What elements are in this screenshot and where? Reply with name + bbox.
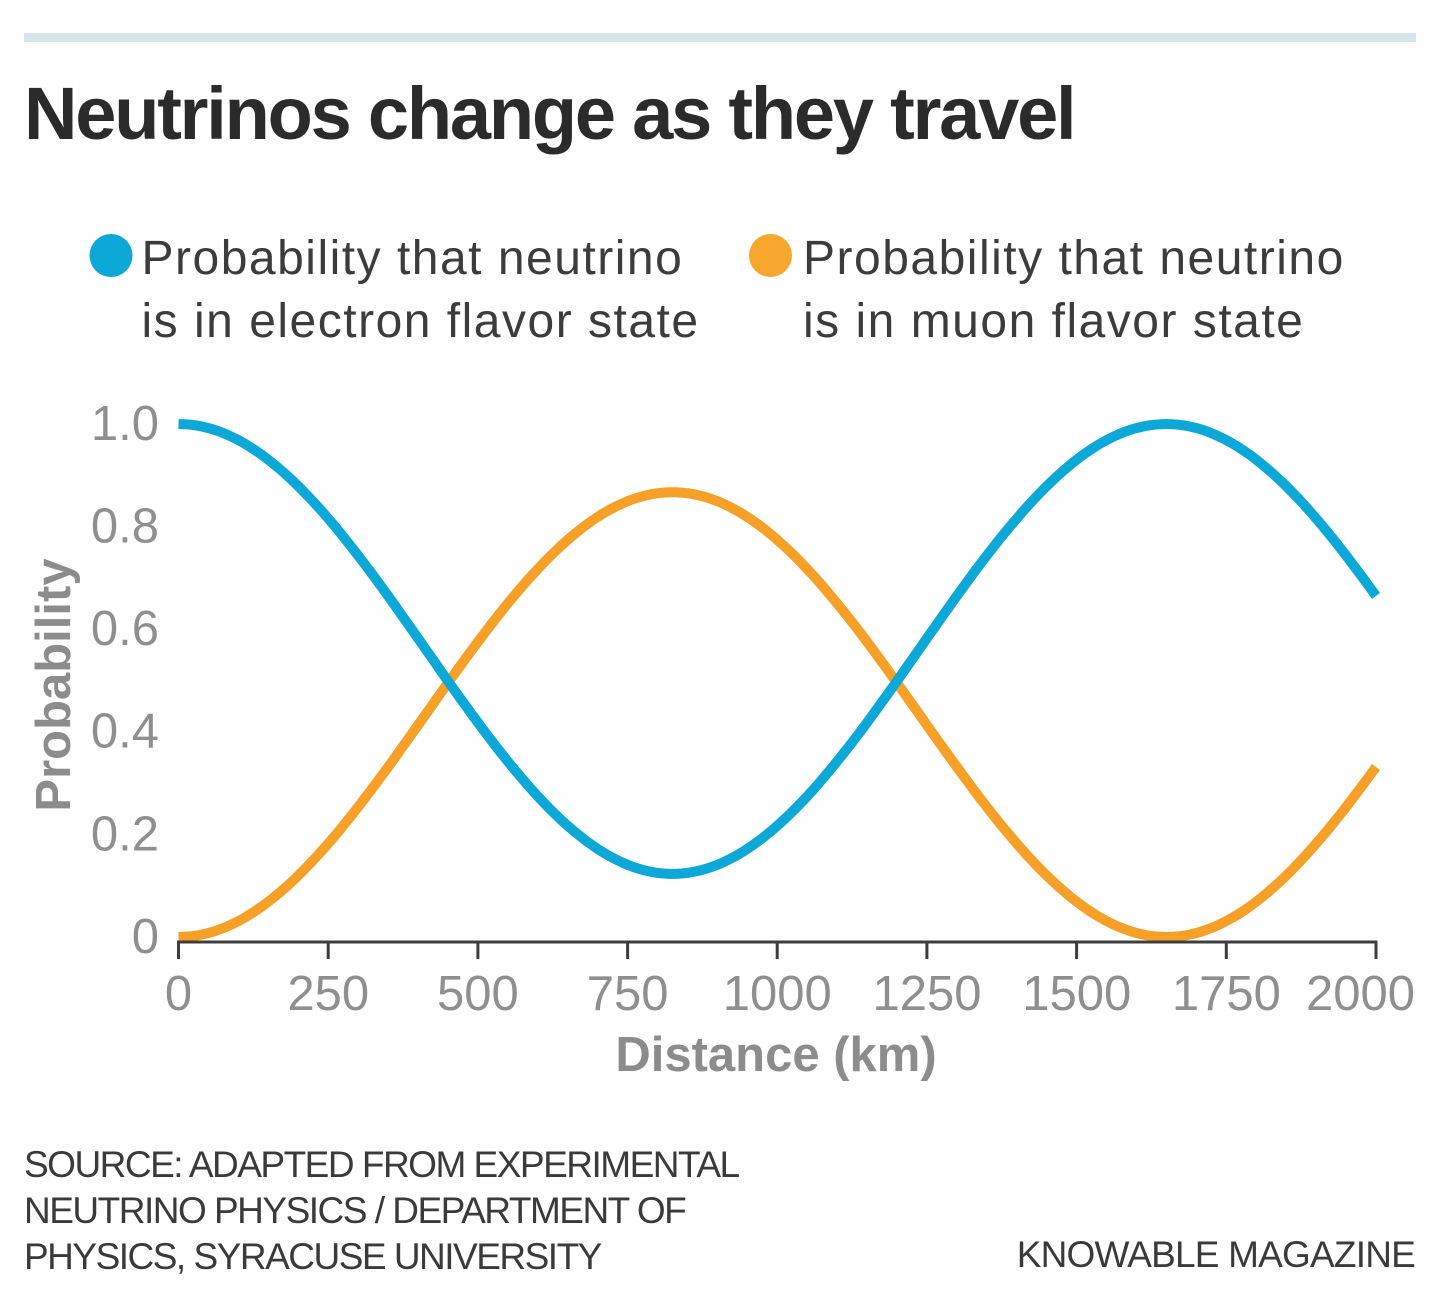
svg-text:Distance (km): Distance (km) <box>615 1028 936 1082</box>
svg-text:1500: 1500 <box>1022 967 1131 1021</box>
svg-text:NEUTRINO PHYSICS / DEPARTMENT: NEUTRINO PHYSICS / DEPARTMENT OF <box>24 1190 686 1231</box>
svg-text:1.0: 1.0 <box>91 397 159 451</box>
svg-text:0.2: 0.2 <box>91 807 159 861</box>
svg-text:KNOWABLE MAGAZINE: KNOWABLE MAGAZINE <box>1017 1234 1415 1275</box>
svg-text:PHYSICS, SYRACUSE UNIVERSITY: PHYSICS, SYRACUSE UNIVERSITY <box>24 1236 602 1277</box>
svg-text:250: 250 <box>287 967 369 1021</box>
svg-text:2000: 2000 <box>1306 967 1415 1021</box>
svg-text:Neutrinos change as they trave: Neutrinos change as they travel <box>24 72 1074 155</box>
svg-text:SOURCE: ADAPTED FROM EXPERIMEN: SOURCE: ADAPTED FROM EXPERIMENTAL <box>24 1144 740 1185</box>
svg-text:is in electron flavor state: is in electron flavor state <box>142 295 700 348</box>
svg-text:Probability that neutrino: Probability that neutrino <box>803 232 1345 285</box>
svg-text:0.8: 0.8 <box>91 500 159 554</box>
svg-text:Probability: Probability <box>27 558 81 811</box>
svg-text:1750: 1750 <box>1172 967 1281 1021</box>
svg-text:1250: 1250 <box>872 967 981 1021</box>
svg-text:1000: 1000 <box>723 967 832 1021</box>
svg-text:500: 500 <box>437 967 519 1021</box>
svg-text:0.6: 0.6 <box>91 602 159 656</box>
svg-text:0.4: 0.4 <box>91 705 159 759</box>
svg-text:is in muon flavor state: is in muon flavor state <box>803 295 1304 348</box>
svg-text:Probability that neutrino: Probability that neutrino <box>142 232 684 285</box>
svg-text:750: 750 <box>587 967 669 1021</box>
svg-text:0: 0 <box>132 910 159 964</box>
svg-text:0: 0 <box>165 967 192 1021</box>
